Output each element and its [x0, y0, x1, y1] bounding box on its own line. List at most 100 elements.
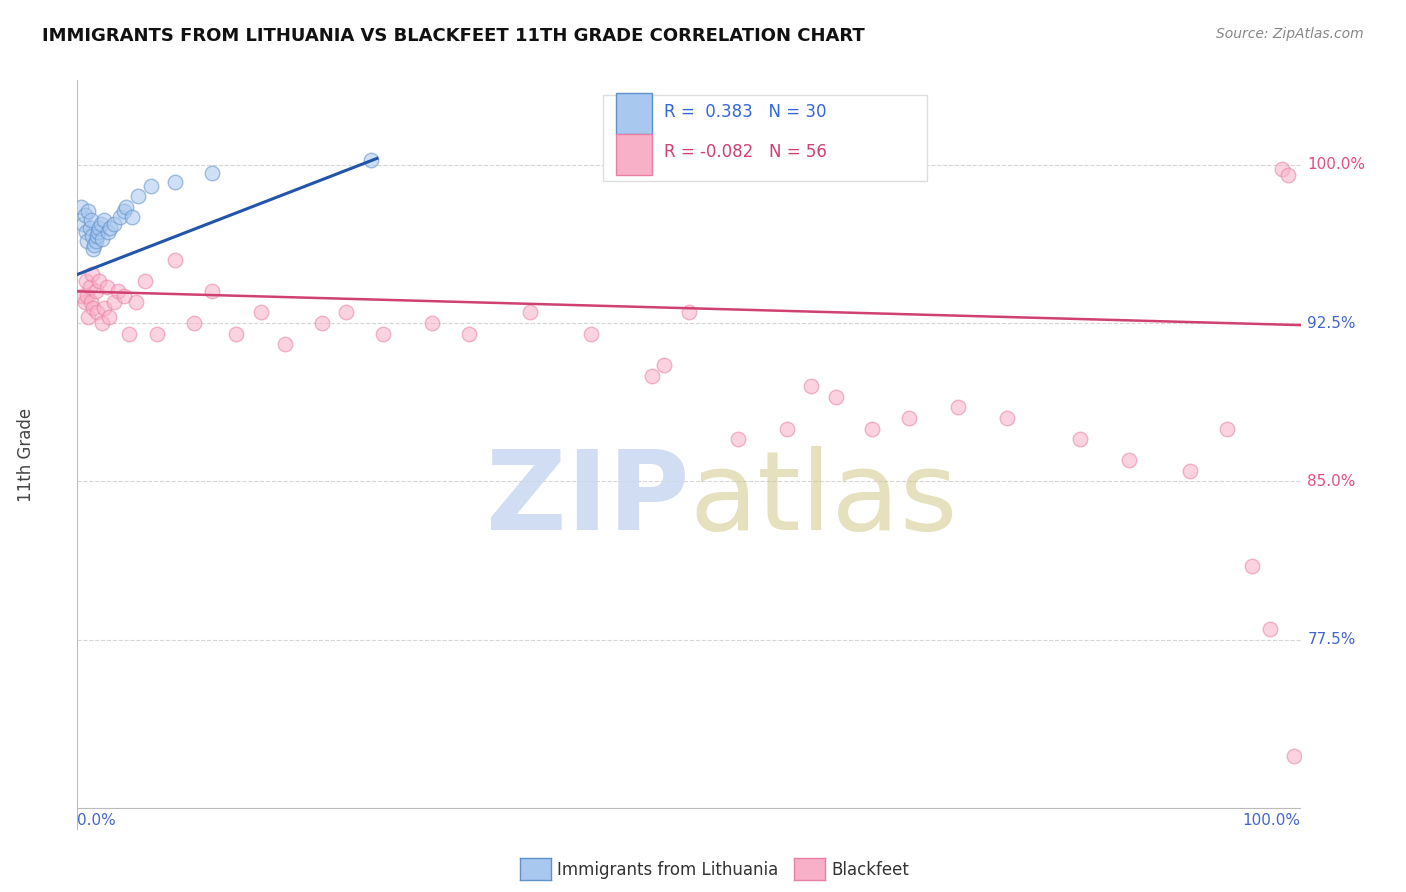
Text: 0.0%: 0.0% — [77, 813, 117, 828]
Point — [457, 326, 479, 341]
Point — [146, 326, 169, 341]
Point — [727, 432, 749, 446]
Text: R =  0.383   N = 30: R = 0.383 N = 30 — [665, 103, 827, 121]
Point — [73, 294, 96, 309]
Point — [103, 294, 125, 309]
Point — [82, 242, 104, 256]
Point — [579, 326, 602, 341]
Point — [72, 217, 94, 231]
Point — [862, 421, 884, 435]
Point — [360, 153, 382, 168]
Point — [98, 221, 121, 235]
Point — [112, 288, 135, 302]
Point — [1118, 453, 1140, 467]
Point — [75, 274, 97, 288]
Point — [103, 217, 125, 231]
Point — [86, 305, 108, 319]
Text: 11th Grade: 11th Grade — [17, 408, 35, 502]
Point — [118, 326, 141, 341]
Point — [134, 274, 156, 288]
Point — [165, 175, 187, 189]
Point — [90, 316, 112, 330]
Point — [1284, 748, 1306, 763]
Point — [1069, 432, 1091, 446]
Text: 100.0%: 100.0% — [1308, 157, 1365, 172]
FancyBboxPatch shape — [603, 95, 928, 181]
Point — [112, 204, 135, 219]
Point — [108, 211, 131, 225]
Point — [995, 411, 1018, 425]
Point — [80, 294, 103, 309]
Point — [420, 316, 443, 330]
Point — [86, 229, 108, 244]
Point — [70, 288, 93, 302]
Point — [201, 166, 224, 180]
Point — [125, 294, 148, 309]
Point — [519, 305, 541, 319]
Point — [93, 301, 115, 316]
Point — [654, 358, 676, 372]
Point — [77, 310, 100, 324]
Point — [678, 305, 700, 319]
Point — [82, 301, 104, 316]
Point — [371, 326, 394, 341]
Point — [70, 200, 93, 214]
Point — [96, 280, 118, 294]
Point — [80, 212, 103, 227]
Text: R = -0.082   N = 56: R = -0.082 N = 56 — [665, 144, 827, 161]
Point — [274, 337, 297, 351]
Text: 85.0%: 85.0% — [1308, 474, 1355, 489]
Point — [127, 189, 149, 203]
Point — [311, 316, 333, 330]
Point — [1240, 558, 1263, 573]
Text: ZIP: ZIP — [485, 446, 689, 553]
Text: 92.5%: 92.5% — [1308, 316, 1355, 331]
Point — [80, 268, 103, 282]
Point — [250, 305, 273, 319]
Point — [90, 231, 112, 245]
Point — [776, 421, 799, 435]
Point — [89, 221, 111, 235]
Point — [115, 200, 138, 214]
Point — [98, 310, 121, 324]
Point — [183, 316, 205, 330]
Point — [80, 229, 103, 244]
Point — [1271, 161, 1294, 176]
Point — [73, 208, 96, 222]
Point — [75, 225, 97, 239]
Point — [641, 368, 664, 383]
Point — [76, 234, 98, 248]
Text: Source: ZipAtlas.com: Source: ZipAtlas.com — [1216, 27, 1364, 41]
Point — [121, 211, 143, 225]
Text: Immigrants from Lithuania: Immigrants from Lithuania — [557, 861, 778, 879]
Point — [800, 379, 823, 393]
Point — [1277, 168, 1299, 182]
Point — [1258, 622, 1281, 636]
Point — [93, 212, 115, 227]
Text: Blackfeet: Blackfeet — [831, 861, 908, 879]
Text: atlas: atlas — [689, 446, 957, 553]
Point — [83, 238, 105, 252]
Point — [89, 274, 111, 288]
FancyBboxPatch shape — [616, 134, 652, 175]
Point — [1180, 464, 1202, 478]
Point — [76, 288, 98, 302]
Point — [97, 225, 120, 239]
Point — [77, 204, 100, 219]
Point — [335, 305, 357, 319]
Point — [201, 285, 224, 299]
Point — [90, 217, 112, 231]
Point — [79, 280, 101, 294]
Point — [225, 326, 247, 341]
Text: IMMIGRANTS FROM LITHUANIA VS BLACKFEET 11TH GRADE CORRELATION CHART: IMMIGRANTS FROM LITHUANIA VS BLACKFEET 1… — [42, 27, 865, 45]
Point — [107, 285, 129, 299]
Point — [84, 234, 107, 248]
Point — [898, 411, 921, 425]
Point — [1216, 421, 1239, 435]
Point — [87, 225, 110, 239]
Point — [824, 390, 846, 404]
Text: 77.5%: 77.5% — [1308, 632, 1355, 647]
Point — [139, 178, 162, 193]
Point — [946, 401, 969, 415]
Text: 100.0%: 100.0% — [1243, 813, 1301, 828]
